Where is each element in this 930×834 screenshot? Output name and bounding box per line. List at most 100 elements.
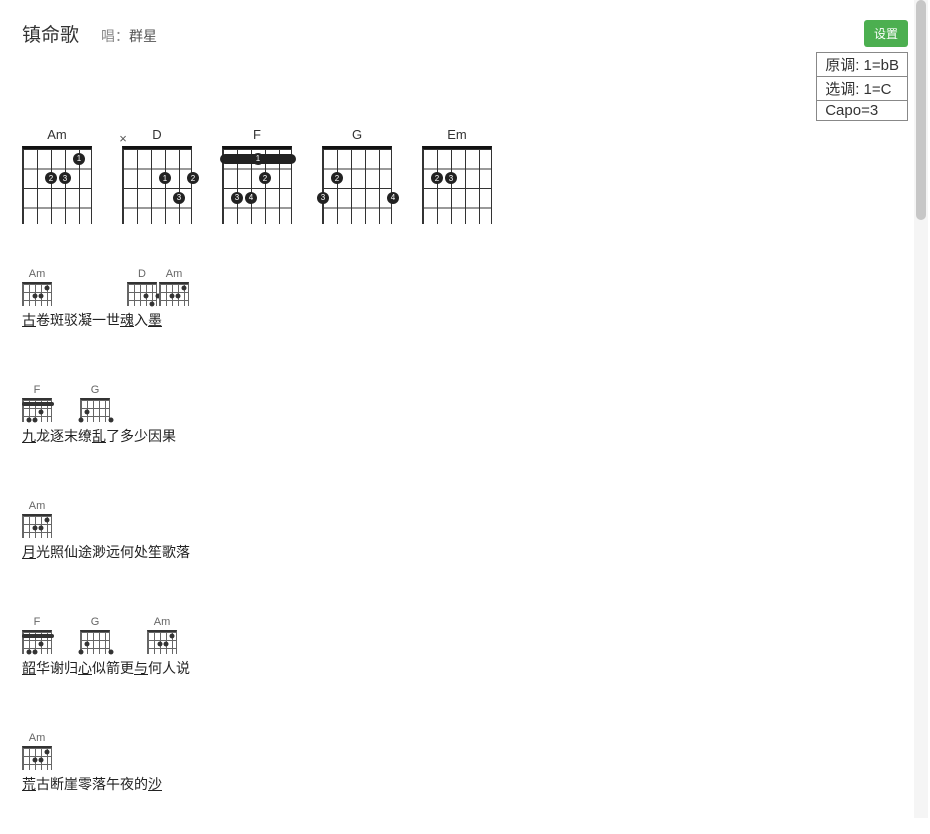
fret-dot [33,526,38,531]
fret-dot [79,650,84,655]
lyric-text: 韶华谢归心似箭更与何人说 [22,658,908,678]
chord-slot: F [22,616,52,654]
lyric-text: 古卷斑驳凝一世魂入墨 [22,310,908,330]
lyric-seg: 古断崖零落午夜的 [36,776,148,792]
lyric-seg: 墨 [148,312,162,328]
fretboard [22,514,52,538]
barre [22,402,54,406]
fretboard [159,282,189,306]
lyrics-container: AmDAm古卷斑驳凝一世魂入墨FG九龙逐末缭乱了多少因果Am月光照仙途渺远何处笙… [22,260,908,794]
fretboard [22,630,52,654]
fretboard: 1243 [222,146,292,224]
tuning-info-box: 原调: 1=bB选调: 1=CCapo=3 [816,52,908,121]
fretboard [22,398,52,422]
chord-slot: F [22,384,52,422]
fret-dot [79,418,84,423]
chord-diagram-g: G [80,384,110,422]
chord-diagram-am: Am [159,268,189,306]
lyric-seg: 古 [22,312,36,328]
fret-dot: 3 [231,192,243,204]
fret-dot [33,758,38,763]
chord-slot: Am [159,268,189,306]
lyric-seg: 入 [134,312,148,328]
lyric-line: F G Am 韶华谢归心似箭更与何人说 [22,608,908,678]
chord-row: AmDAm [22,260,908,306]
fret-dot: 1 [73,153,85,165]
scrollbar-thumb[interactable] [916,0,926,220]
fret-dot [144,294,149,299]
fret-dot: 2 [45,172,57,184]
lyric-seg: 了多少因果 [106,428,176,444]
lyric-text: 荒古断崖零落午夜的沙 [22,774,908,794]
fret-dot [45,518,50,523]
fretboard [22,746,52,770]
fret-dot: 3 [317,192,329,204]
chord-name: G [80,616,110,628]
chord-slot: Am [22,732,52,770]
fret-dot [39,526,44,531]
info-row: Capo=3 [817,101,907,120]
lyric-seg: 月 [22,544,36,560]
mute-mark: × [119,131,127,146]
lyric-seg: 荒 [22,776,36,792]
lyric-seg: 卷斑驳凝一世 [36,312,120,328]
fret-dot [182,286,187,291]
fret-dot [158,642,163,647]
fret-dot: 2 [331,172,343,184]
fretboard: 234 [322,146,392,224]
chord-slot: Am [22,268,52,306]
chord-name: F [22,616,52,628]
settings-button[interactable]: 设置 [864,20,908,47]
chord-diagram-f: F [22,384,52,422]
page: 镇命歌唱：群星设置原调: 1=bB选调: 1=CCapo=3Am132D×231… [0,0,930,834]
chord-diagram-am: Am [22,732,52,770]
fret-dot [85,642,90,647]
chord-name: Am [159,268,189,280]
chord-diagram-am: Am [22,268,52,306]
fret-dot [33,418,38,423]
chord-row: Am [22,724,908,770]
chord-name: F [222,127,292,142]
chord-slot: D [127,268,157,306]
lyric-seg: 韶 [22,660,36,676]
chord-name: Am [22,268,52,280]
fret-dot: 2 [431,172,443,184]
lyric-seg: 龙逐末缭 [36,428,92,444]
chord-slot: G [80,616,110,654]
barre [22,634,54,638]
lyric-line: FG九龙逐末缭乱了多少因果 [22,376,908,446]
chord-diagram-f: F 1243 [222,127,292,224]
lyric-seg: 魂 [120,312,134,328]
fret-dot: 4 [245,192,257,204]
fretboard [80,398,110,422]
fretboard [147,630,177,654]
chord-name: G [80,384,110,396]
fretboard: 132 [22,146,92,224]
lyric-line: Am月光照仙途渺远何处笙歌落 [22,492,908,562]
chord-slot: G [80,384,110,422]
chord-name: Am [22,127,92,142]
chord-diagram-f: F [22,616,52,654]
fret-dot [27,418,32,423]
scrollbar[interactable] [914,0,928,818]
chord-row: F G Am [22,608,908,654]
barre-finger: 1 [252,153,264,165]
song-title: 镇命歌 [22,20,79,47]
chord-name: Am [22,732,52,744]
lyric-seg: 华谢归 [36,660,78,676]
fret-dot: 3 [445,172,457,184]
fret-dot [45,286,50,291]
fret-dot [85,410,90,415]
fret-dot [109,650,114,655]
chord-name: Am [147,616,177,628]
info-row: 原调: 1=bB [817,53,907,77]
fretboard [127,282,157,306]
fretboard: ×231 [122,146,192,224]
chord-name: F [22,384,52,396]
lyric-seg: 九 [22,428,36,444]
lyric-line: Am 荒古断崖零落午夜的沙 [22,724,908,794]
chord-name: G [322,127,392,142]
chord-name: Am [22,500,52,512]
chord-name: D [122,127,192,142]
fret-dot [176,294,181,299]
